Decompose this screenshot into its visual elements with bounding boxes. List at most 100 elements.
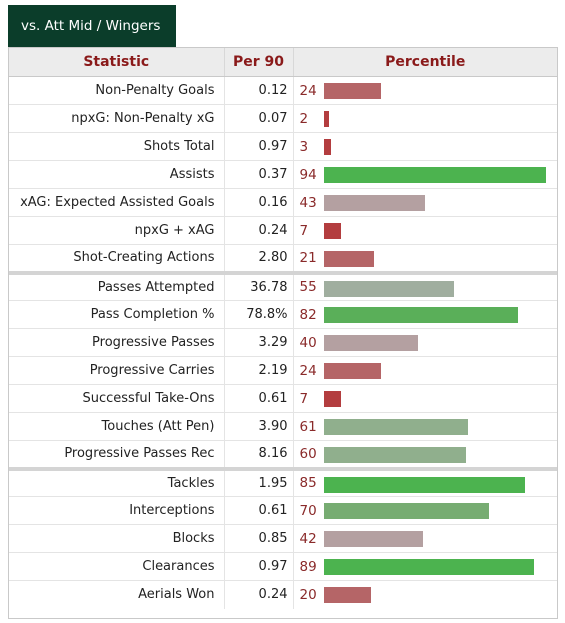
percentile-value: 24 xyxy=(299,362,317,379)
table-row: Progressive Passes Rec 8.16 60 xyxy=(9,440,557,471)
header-per90[interactable]: Per 90 xyxy=(224,48,294,77)
per90-value: 0.85 xyxy=(224,524,294,553)
per90-value: 3.90 xyxy=(224,412,294,441)
percentile-cell: 24 xyxy=(293,356,557,385)
table-row: Assists 0.37 94 xyxy=(9,160,557,189)
percentile-bar xyxy=(323,307,518,323)
percentile-cell: 60 xyxy=(293,440,557,471)
table-row: Shot-Creating Actions 2.80 21 xyxy=(9,244,557,275)
per90-value: 0.61 xyxy=(224,496,294,525)
percentile-value: 43 xyxy=(299,194,317,211)
percentile-value: 40 xyxy=(299,334,317,351)
percentile-value: 3 xyxy=(299,138,309,155)
per90-value: 0.24 xyxy=(224,580,294,609)
percentile-value: 60 xyxy=(299,445,317,462)
percentile-value: 55 xyxy=(299,279,317,296)
percentile-bar xyxy=(323,111,329,127)
table-row: Interceptions 0.61 70 xyxy=(9,496,557,525)
percentile-value: 20 xyxy=(299,586,317,603)
table-row: Aerials Won 0.24 20 xyxy=(9,580,557,609)
per90-value: 0.12 xyxy=(224,76,294,105)
percentile-cell: 42 xyxy=(293,524,557,553)
percentile-bar xyxy=(323,476,525,493)
percentile-bar xyxy=(323,447,466,463)
per90-value: 0.16 xyxy=(224,188,294,217)
stat-name: Clearances xyxy=(9,552,225,581)
percentile-cell: 40 xyxy=(293,328,557,357)
percentile-value: 42 xyxy=(299,530,317,547)
stat-name: Progressive Passes Rec xyxy=(9,440,225,471)
per90-value: 8.16 xyxy=(224,440,294,471)
table-row: npxG: Non-Penalty xG 0.07 2 xyxy=(9,104,557,133)
percentile-bar xyxy=(323,223,341,239)
stat-name: Assists xyxy=(9,160,225,189)
stat-name: npxG + xAG xyxy=(9,216,225,245)
scouting-report-table: Statistic Per 90 Percentile Non-Penalty … xyxy=(8,47,558,619)
per90-value: 0.97 xyxy=(224,132,294,161)
table-row: Non-Penalty Goals 0.12 24 xyxy=(9,76,557,105)
percentile-bar xyxy=(323,167,546,183)
percentile-bar xyxy=(323,363,381,379)
tab-label: vs. Att Mid / Wingers xyxy=(21,18,161,34)
table-row: Tackles 1.95 85 xyxy=(9,468,557,497)
percentile-cell: 20 xyxy=(293,581,557,609)
per90-value: 2.19 xyxy=(224,356,294,385)
percentile-cell: 43 xyxy=(293,188,557,217)
percentile-value: 70 xyxy=(299,502,317,519)
stat-name: Successful Take-Ons xyxy=(9,384,225,413)
stat-name: Blocks xyxy=(9,524,225,553)
percentile-cell: 85 xyxy=(293,468,557,497)
percentile-value: 85 xyxy=(299,475,317,492)
percentile-cell: 3 xyxy=(293,132,557,161)
tab-vs-att-mid-wingers[interactable]: vs. Att Mid / Wingers xyxy=(8,5,176,47)
percentile-value: 82 xyxy=(299,306,317,323)
table-row: xAG: Expected Assisted Goals 0.16 43 xyxy=(9,188,557,217)
percentile-cell: 82 xyxy=(293,300,557,329)
percentile-cell: 94 xyxy=(293,160,557,189)
stat-name: Interceptions xyxy=(9,496,225,525)
percentile-value: 7 xyxy=(299,390,309,407)
percentile-cell: 55 xyxy=(293,272,557,301)
table-row: Clearances 0.97 89 xyxy=(9,552,557,581)
percentile-value: 94 xyxy=(299,166,317,183)
percentile-bar xyxy=(323,195,425,211)
table-row: Pass Completion % 78.8% 82 xyxy=(9,300,557,329)
table-row: Blocks 0.85 42 xyxy=(9,524,557,553)
percentile-bar xyxy=(323,503,489,519)
stat-name: Touches (Att Pen) xyxy=(9,412,225,441)
percentile-value: 24 xyxy=(299,82,317,99)
per90-value: 0.97 xyxy=(224,552,294,581)
stat-name: Passes Attempted xyxy=(9,272,225,301)
table-body: Non-Penalty Goals 0.12 24 npxG: Non-Penalty… xyxy=(9,76,557,609)
stat-name: npxG: Non-Penalty xG xyxy=(9,104,225,133)
per90-value: 0.37 xyxy=(224,160,294,189)
header-row: Statistic Per 90 Percentile xyxy=(9,48,557,77)
stat-name: Progressive Passes xyxy=(9,328,225,357)
table-row: Successful Take-Ons 0.61 7 xyxy=(9,384,557,413)
table-row: Shots Total 0.97 3 xyxy=(9,132,557,161)
header-percentile[interactable]: Percentile xyxy=(293,48,557,77)
stat-name: xAG: Expected Assisted Goals xyxy=(9,188,225,217)
per90-value: 36.78 xyxy=(224,272,294,301)
percentile-cell: 7 xyxy=(293,216,557,245)
header-statistic[interactable]: Statistic xyxy=(9,48,225,77)
table-row: Progressive Carries 2.19 24 xyxy=(9,356,557,385)
per90-value: 2.80 xyxy=(224,244,294,275)
percentile-bar xyxy=(323,419,468,435)
table-row: Passes Attempted 36.78 55 xyxy=(9,272,557,301)
per90-value: 0.24 xyxy=(224,216,294,245)
percentile-value: 21 xyxy=(299,249,317,266)
percentile-bar xyxy=(323,139,331,155)
stat-name: Aerials Won xyxy=(9,580,225,609)
percentile-cell: 7 xyxy=(293,384,557,413)
percentile-bar xyxy=(323,391,341,407)
percentile-value: 61 xyxy=(299,418,317,435)
stat-name: Pass Completion % xyxy=(9,300,225,329)
stat-name: Shots Total xyxy=(9,132,225,161)
percentile-bar xyxy=(323,251,374,267)
percentile-value: 89 xyxy=(299,558,317,575)
per90-value: 0.61 xyxy=(224,384,294,413)
table-row: npxG + xAG 0.24 7 xyxy=(9,216,557,245)
stats-table: Statistic Per 90 Percentile Non-Penalty … xyxy=(9,48,557,609)
percentile-bar xyxy=(323,587,371,603)
